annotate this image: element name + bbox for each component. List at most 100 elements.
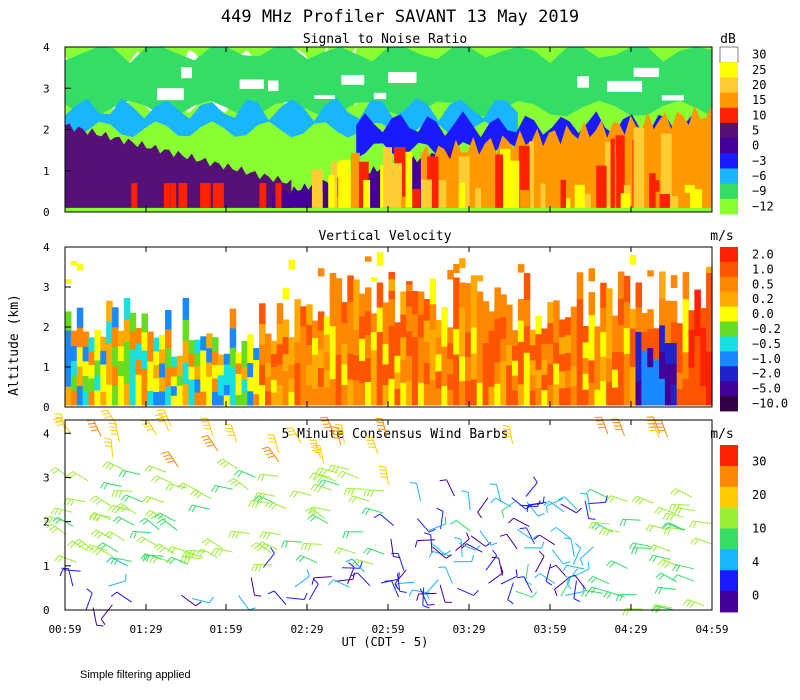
- wind-barb-flag: [104, 531, 111, 537]
- vv-cell: [212, 350, 219, 365]
- vv-cell: [559, 370, 566, 389]
- wind-barb-flag: [350, 488, 355, 496]
- vv-cell: [412, 336, 419, 360]
- vv-cell: [635, 306, 642, 332]
- x-tick-label: 00:59: [48, 623, 81, 636]
- wind-barb: [144, 553, 163, 560]
- vv-cell: [229, 385, 237, 406]
- snr-cell: [388, 72, 417, 83]
- wind-barb-flag: [394, 583, 398, 591]
- wind-barb-flag: [693, 538, 699, 546]
- wind-barb-flag: [50, 507, 56, 515]
- snr-cell: [563, 198, 571, 208]
- wind-barb-flag: [66, 498, 71, 506]
- vv-cell: [288, 364, 295, 379]
- wind-barb-flag: [663, 527, 668, 535]
- vv-cell: [365, 334, 372, 359]
- colorbar-label: −3: [752, 154, 766, 168]
- vv-cell: [617, 271, 625, 299]
- vv-cell: [512, 390, 519, 406]
- wind-barb: [62, 569, 81, 572]
- y-tick-label: 2: [43, 124, 50, 137]
- vv-cell: [406, 284, 413, 292]
- vv-cell: [447, 389, 454, 406]
- wind-barb: [95, 529, 113, 540]
- wind-barb-flag: [233, 482, 240, 488]
- vv-cell: [494, 287, 501, 300]
- snr-cell: [449, 177, 457, 208]
- wind-barb-flag: [108, 505, 113, 512]
- wind-barb-flag: [288, 433, 296, 436]
- vv-cell: [141, 368, 148, 388]
- wind-barb: [167, 451, 179, 468]
- vv-cell: [276, 303, 284, 324]
- wind-barb: [122, 469, 141, 475]
- wind-barb-flag: [201, 538, 208, 544]
- wind-barb: [525, 527, 535, 544]
- wind-barb-flag: [140, 553, 146, 560]
- wind-barb-flag: [602, 528, 607, 536]
- vv-cell: [470, 379, 478, 406]
- vv-cell: [300, 326, 307, 347]
- y-tick-label: 2: [43, 321, 50, 334]
- vv-cell: [117, 375, 125, 391]
- vv-cell: [529, 329, 537, 346]
- wind-barb-flag: [623, 519, 627, 527]
- wind-barb: [546, 498, 564, 507]
- snr-cell: [275, 183, 282, 208]
- wind-barb-flag: [218, 549, 223, 556]
- vv-cell: [270, 353, 278, 367]
- vv-cell: [400, 336, 407, 360]
- vv-cell: [600, 282, 607, 308]
- wind-barb: [95, 495, 111, 507]
- wind-barb-flag: [686, 600, 692, 607]
- wind-barb: [257, 492, 276, 497]
- colorbar-swatch: [720, 153, 738, 169]
- wind-barb-flag: [345, 531, 350, 539]
- wind-barb-flag: [645, 524, 651, 531]
- vv-cell: [676, 339, 684, 357]
- vv-cell: [353, 354, 360, 381]
- wind-barb-flag: [52, 469, 59, 475]
- vv-cell: [329, 299, 337, 327]
- wind-barb-flag: [142, 554, 146, 562]
- vv-cell: [370, 313, 378, 333]
- wind-barb: [286, 597, 305, 600]
- vv-cell: [359, 316, 366, 339]
- wind-barb-flag: [233, 469, 240, 476]
- vv-cell: [176, 385, 184, 396]
- vv-cell: [559, 387, 566, 406]
- wind-barb-flag: [103, 483, 108, 490]
- vv-cell: [217, 354, 225, 366]
- wind-barb-flag: [444, 550, 452, 555]
- wind-barb-flag: [70, 499, 75, 507]
- vv-cell: [300, 345, 307, 366]
- wind-barb-flag: [655, 572, 662, 578]
- wind-barb-flag: [195, 601, 202, 607]
- vv-cell: [112, 346, 119, 367]
- vv-cell: [117, 331, 125, 347]
- snr-cell: [311, 169, 323, 208]
- x-tick-label: 04:59: [695, 623, 728, 636]
- wind-barb-flag: [573, 598, 581, 603]
- vv-cell: [541, 328, 548, 345]
- vv-cell: [235, 352, 243, 364]
- wind-barb-flag: [471, 554, 475, 562]
- vv-cell: [117, 390, 125, 406]
- wind-barb-flag: [519, 527, 527, 530]
- vv-cell: [76, 385, 84, 406]
- wind-barb-flag: [606, 592, 612, 599]
- wind-barb: [338, 547, 356, 554]
- wind-barb-flag: [652, 545, 658, 552]
- wind-barb-flag: [209, 596, 214, 604]
- wind-barb-flag: [362, 547, 368, 554]
- wind-barb: [660, 572, 677, 583]
- vv-cell: [523, 273, 531, 300]
- vv-cell: [406, 281, 413, 307]
- vv-cell: [435, 336, 443, 355]
- wind-barb-flag: [204, 441, 212, 444]
- vv-cell: [212, 337, 219, 352]
- wind-barb: [652, 420, 660, 438]
- snr-cell: [163, 183, 170, 208]
